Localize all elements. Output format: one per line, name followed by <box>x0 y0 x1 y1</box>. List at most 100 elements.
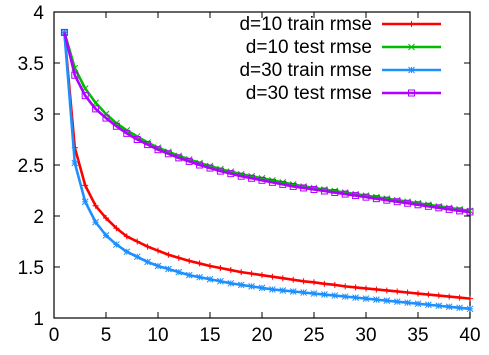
data-point <box>269 273 276 280</box>
legend-marker <box>408 43 415 51</box>
data-point <box>165 265 172 273</box>
data-point <box>144 141 152 149</box>
data-point <box>133 136 141 143</box>
data-point <box>414 300 422 308</box>
data-point <box>289 288 297 295</box>
data-point <box>435 292 442 299</box>
data-point <box>248 174 256 182</box>
data-point <box>206 164 214 172</box>
data-point <box>144 243 151 250</box>
y-tick-label: 1.5 <box>18 258 44 279</box>
data-point <box>425 291 432 298</box>
data-point <box>331 281 338 288</box>
data-point <box>310 290 318 297</box>
x-tick-label: 25 <box>303 325 324 346</box>
data-point <box>144 258 151 266</box>
data-point <box>269 286 276 293</box>
legend-label: d=30 test rmse <box>246 83 372 104</box>
data-point <box>383 196 391 204</box>
legend-item: d=10 train rmse <box>239 14 441 35</box>
data-point <box>155 247 161 254</box>
series-line <box>63 32 471 300</box>
data-point <box>248 270 255 277</box>
data-point <box>82 182 89 189</box>
data-point <box>175 268 183 276</box>
x-tick-label: 20 <box>251 325 272 346</box>
data-point <box>134 238 141 245</box>
data-point <box>415 290 421 297</box>
series-line <box>63 32 471 213</box>
x-tick-label: 30 <box>355 325 376 346</box>
data-point <box>238 269 245 276</box>
data-point <box>362 193 370 201</box>
series-3 <box>61 29 474 313</box>
data-point <box>321 280 328 287</box>
data-point <box>217 277 224 285</box>
series-line <box>63 32 471 214</box>
data-point <box>81 198 89 206</box>
data-point <box>404 289 411 296</box>
data-point <box>60 28 68 36</box>
data-point <box>466 208 474 216</box>
data-point <box>164 150 172 158</box>
legend-marker <box>408 66 415 74</box>
data-point <box>393 198 401 206</box>
data-point <box>352 192 360 200</box>
data-point <box>92 218 99 226</box>
data-point <box>196 260 203 267</box>
x-tick-label: 0 <box>49 325 60 346</box>
legend-marker <box>408 21 415 27</box>
x-tick-label: 5 <box>101 325 112 346</box>
data-point <box>165 251 172 258</box>
data-point <box>289 182 297 190</box>
data-point <box>331 189 339 197</box>
data-point <box>103 215 109 222</box>
data-point <box>456 304 463 312</box>
data-point <box>237 172 245 180</box>
data-point <box>341 190 349 198</box>
data-point <box>227 170 235 178</box>
y-tick-label: 2 <box>33 207 44 228</box>
data-point <box>81 92 89 100</box>
series-layer <box>60 28 474 313</box>
series-line <box>63 32 471 311</box>
data-point <box>352 294 359 301</box>
data-point <box>113 241 120 248</box>
data-point <box>185 157 193 165</box>
data-point <box>175 254 182 261</box>
data-point <box>268 178 276 186</box>
data-point <box>123 129 131 137</box>
data-point <box>227 279 235 287</box>
data-point <box>373 286 380 293</box>
series-1 <box>61 29 473 302</box>
data-point <box>424 202 432 210</box>
data-point <box>133 253 141 261</box>
data-point <box>258 284 266 292</box>
legend-label: d=10 train rmse <box>239 14 372 35</box>
data-point <box>258 176 266 184</box>
data-point <box>185 271 193 279</box>
legend-item: d=30 train rmse <box>239 60 441 81</box>
x-tick-label: 35 <box>407 325 428 346</box>
axis-ticks: 0 5 10 15 20 25 30 35 40 1 1.5 2 2.5 3 3.5 4 <box>18 3 481 346</box>
legend-marker <box>408 89 415 97</box>
data-point <box>362 295 370 302</box>
data-point <box>237 281 245 289</box>
data-point <box>300 289 307 296</box>
data-point <box>279 275 286 282</box>
data-point <box>466 305 474 313</box>
data-point <box>196 273 203 281</box>
series-4 <box>60 28 474 216</box>
data-point <box>373 296 380 303</box>
data-point <box>279 180 287 188</box>
y-tick-label: 3 <box>33 105 44 126</box>
y-tick-label: 2.5 <box>18 156 44 177</box>
data-point <box>446 293 453 300</box>
data-point <box>102 232 110 239</box>
x-tick-label: 10 <box>147 325 168 346</box>
data-point <box>310 185 318 193</box>
legend-item: d=30 test rmse <box>246 83 441 104</box>
x-tick-label: 40 <box>459 325 480 346</box>
